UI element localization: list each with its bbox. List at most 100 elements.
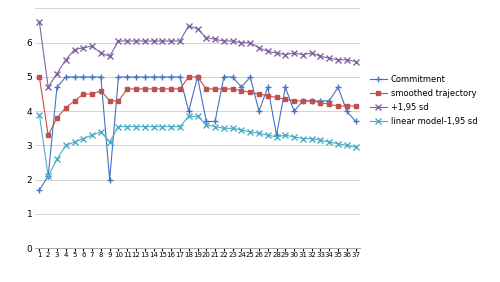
linear model-1,95 sd	[326, 140, 332, 144]
smoothed trajectory	[238, 89, 244, 92]
Commitment	[89, 75, 95, 79]
Commitment	[335, 85, 341, 89]
+1,95 sd	[344, 58, 350, 61]
smoothed trajectory	[160, 87, 166, 91]
linear model-1,95 sd	[98, 130, 104, 133]
smoothed trajectory	[300, 99, 306, 103]
+1,95 sd	[335, 58, 341, 61]
Commitment	[265, 85, 271, 89]
smoothed trajectory	[80, 92, 86, 96]
linear model-1,95 sd	[62, 144, 68, 147]
smoothed trajectory	[335, 104, 341, 108]
smoothed trajectory	[194, 75, 200, 79]
Line: Commitment: Commitment	[36, 74, 358, 193]
Commitment	[72, 75, 78, 79]
Commitment	[352, 120, 358, 123]
Line: linear model-1,95 sd: linear model-1,95 sd	[36, 112, 358, 179]
linear model-1,95 sd	[36, 113, 43, 116]
+1,95 sd	[282, 53, 288, 56]
+1,95 sd	[168, 39, 174, 43]
smoothed trajectory	[150, 87, 156, 91]
linear model-1,95 sd	[133, 125, 139, 128]
smoothed trajectory	[116, 99, 121, 103]
+1,95 sd	[116, 39, 121, 43]
Commitment	[212, 120, 218, 123]
+1,95 sd	[186, 24, 192, 27]
Line: +1,95 sd: +1,95 sd	[36, 19, 358, 90]
Commitment	[124, 75, 130, 79]
+1,95 sd	[150, 39, 156, 43]
linear model-1,95 sd	[352, 146, 358, 149]
linear model-1,95 sd	[204, 123, 210, 127]
smoothed trajectory	[72, 99, 78, 103]
smoothed trajectory	[344, 104, 350, 108]
+1,95 sd	[204, 36, 210, 39]
linear model-1,95 sd	[194, 115, 200, 118]
linear model-1,95 sd	[265, 133, 271, 137]
+1,95 sd	[106, 55, 112, 58]
smoothed trajectory	[256, 92, 262, 96]
linear model-1,95 sd	[344, 144, 350, 147]
Commitment	[36, 188, 43, 192]
smoothed trajectory	[247, 91, 253, 94]
Commitment	[230, 75, 235, 79]
smoothed trajectory	[221, 87, 227, 91]
smoothed trajectory	[106, 99, 112, 103]
smoothed trajectory	[89, 92, 95, 96]
linear model-1,95 sd	[150, 125, 156, 128]
linear model-1,95 sd	[177, 125, 183, 128]
smoothed trajectory	[45, 133, 51, 137]
+1,95 sd	[45, 85, 51, 89]
+1,95 sd	[247, 41, 253, 44]
+1,95 sd	[142, 39, 148, 43]
+1,95 sd	[326, 56, 332, 60]
linear model-1,95 sd	[291, 135, 297, 138]
smoothed trajectory	[274, 96, 280, 99]
+1,95 sd	[177, 39, 183, 43]
linear model-1,95 sd	[335, 142, 341, 146]
linear model-1,95 sd	[45, 175, 51, 178]
+1,95 sd	[308, 51, 314, 55]
Commitment	[204, 120, 210, 123]
linear model-1,95 sd	[168, 125, 174, 128]
smoothed trajectory	[177, 87, 183, 91]
smoothed trajectory	[318, 101, 324, 104]
smoothed trajectory	[36, 75, 43, 79]
linear model-1,95 sd	[274, 135, 280, 138]
+1,95 sd	[352, 60, 358, 63]
+1,95 sd	[54, 72, 60, 75]
Commitment	[150, 75, 156, 79]
linear model-1,95 sd	[318, 139, 324, 142]
+1,95 sd	[300, 53, 306, 56]
+1,95 sd	[221, 39, 227, 43]
+1,95 sd	[265, 50, 271, 53]
Commitment	[247, 75, 253, 79]
Commitment	[221, 75, 227, 79]
+1,95 sd	[89, 45, 95, 48]
Commitment	[344, 109, 350, 113]
+1,95 sd	[62, 58, 68, 61]
+1,95 sd	[98, 51, 104, 55]
smoothed trajectory	[265, 94, 271, 98]
+1,95 sd	[80, 46, 86, 50]
smoothed trajectory	[212, 87, 218, 91]
+1,95 sd	[36, 21, 43, 24]
Legend: Commitment, smoothed trajectory, +1,95 sd, linear model-1,95 sd: Commitment, smoothed trajectory, +1,95 s…	[368, 72, 480, 129]
Commitment	[116, 75, 121, 79]
+1,95 sd	[274, 51, 280, 55]
smoothed trajectory	[282, 98, 288, 101]
linear model-1,95 sd	[124, 125, 130, 128]
smoothed trajectory	[291, 99, 297, 103]
linear model-1,95 sd	[106, 140, 112, 144]
Commitment	[282, 85, 288, 89]
Commitment	[177, 75, 183, 79]
smoothed trajectory	[326, 103, 332, 106]
Commitment	[300, 99, 306, 103]
+1,95 sd	[318, 55, 324, 58]
linear model-1,95 sd	[282, 133, 288, 137]
linear model-1,95 sd	[247, 130, 253, 133]
Commitment	[318, 99, 324, 103]
linear model-1,95 sd	[89, 133, 95, 137]
smoothed trajectory	[62, 106, 68, 109]
linear model-1,95 sd	[54, 157, 60, 161]
